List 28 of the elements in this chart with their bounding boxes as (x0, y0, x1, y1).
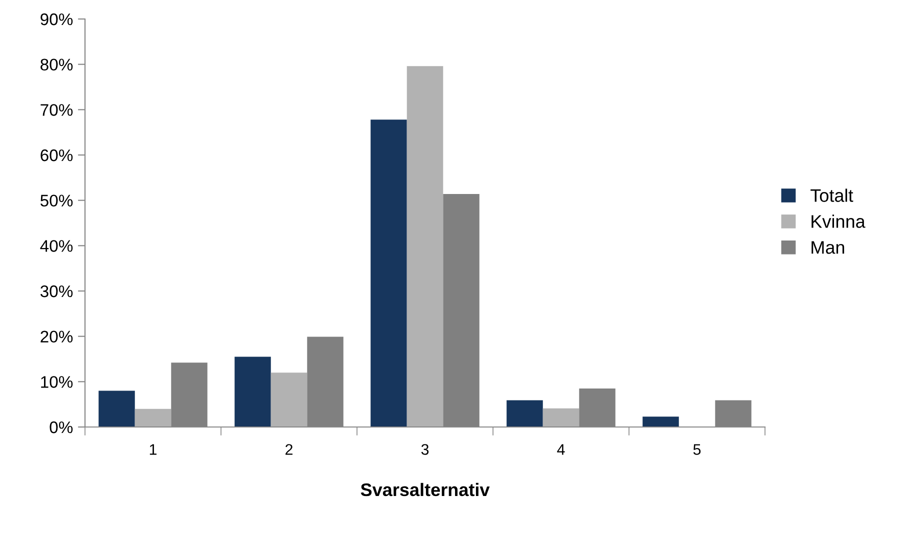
x-tick-label: 4 (557, 444, 565, 455)
y-tick-label: 70% (40, 104, 73, 116)
x-tick-label: 2 (286, 444, 292, 455)
bar (406, 66, 444, 427)
bar (642, 416, 679, 427)
y-tick-label: 60% (40, 149, 73, 162)
y-tick-label: 80% (40, 58, 73, 71)
x-tick-label: 5 (693, 444, 701, 455)
bar (234, 356, 271, 427)
y-tick-label: 30% (40, 285, 73, 298)
bar (506, 400, 543, 427)
legend-label: Man (812, 241, 844, 254)
bar (370, 120, 407, 427)
legend-label: Kvinna (812, 214, 866, 228)
legend-label: Totalt (810, 188, 854, 202)
bar (98, 390, 135, 427)
y-tick-label: 20% (40, 330, 73, 343)
y-tick-label: 40% (40, 240, 73, 252)
bar (134, 408, 172, 427)
x-axis-title: Svarsalternativ (360, 482, 490, 496)
x-tick-label: 3 (421, 444, 429, 455)
x-tick-label: 1 (150, 444, 157, 455)
y-tick-label: 50% (40, 194, 73, 207)
bar (270, 372, 308, 427)
y-tick-label: 0% (50, 421, 73, 434)
bar (542, 408, 580, 427)
y-tick-label: 10% (41, 376, 73, 388)
y-tick-label: 90% (40, 13, 73, 26)
